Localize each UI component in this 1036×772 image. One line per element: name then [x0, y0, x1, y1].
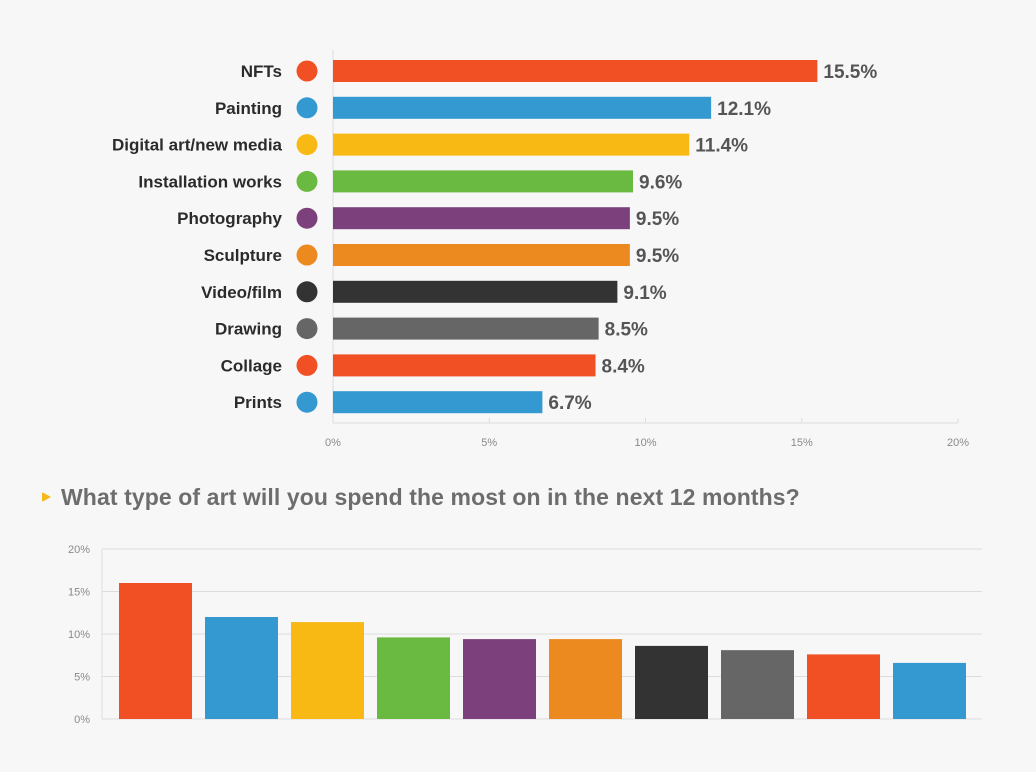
bar: [333, 96, 712, 119]
category-dot: [296, 97, 318, 119]
bar: [549, 639, 622, 719]
value-label: 12.1%: [717, 99, 771, 120]
y-tick-label: 5%: [74, 672, 90, 684]
bar: [119, 583, 192, 719]
vertical-bar-chart: 0% 5% 10% 15% 20%: [68, 544, 982, 726]
value-label: 9.6%: [639, 172, 682, 193]
bar: [635, 645, 708, 719]
bar: [807, 654, 880, 719]
bar: [333, 354, 596, 377]
y-tick-label: 0%: [74, 714, 90, 726]
bar: [333, 170, 633, 193]
category-dot: [296, 134, 318, 156]
bar: [333, 280, 618, 303]
category-label: Digital art/new media: [112, 136, 283, 155]
value-label: 6.7%: [548, 393, 591, 414]
value-label: 9.5%: [636, 209, 679, 230]
value-label: 15.5%: [823, 62, 877, 83]
question-text: What type of art will you spend the most…: [61, 483, 800, 510]
bar: [291, 622, 364, 719]
category-dot: [296, 318, 318, 340]
category-dot: [296, 244, 318, 266]
bar: [333, 391, 543, 414]
play-arrow-icon: [42, 492, 51, 502]
horizontal-bar-chart: 0% 5% 10% 15% 20% NFTs 15.5% Painting 12.1% Digit…: [112, 50, 969, 449]
category-label: Installation works: [138, 172, 282, 191]
category-dot: [296, 207, 318, 229]
value-label: 11.4%: [695, 136, 748, 157]
x-tick-label: 0%: [325, 437, 341, 449]
y-tick-label: 15%: [68, 587, 90, 599]
bar: [333, 317, 599, 340]
category-label: Collage: [221, 356, 282, 375]
bar: [333, 244, 630, 266]
y-tick-label: 10%: [68, 629, 90, 641]
category-dot: [296, 170, 318, 192]
category-label: Sculpture: [204, 246, 282, 265]
x-tick-label: 10%: [634, 437, 656, 449]
value-label: 9.1%: [623, 283, 666, 304]
bar: [721, 650, 794, 719]
category-dot: [296, 281, 318, 303]
category-dot: [296, 60, 318, 82]
value-label: 8.4%: [602, 356, 645, 377]
category-label: Video/film: [201, 283, 282, 302]
value-label: 8.5%: [605, 320, 648, 341]
category-label: Photography: [177, 209, 282, 228]
category-label: Painting: [215, 99, 282, 118]
bar: [377, 637, 450, 719]
bar: [205, 617, 278, 719]
category-label: Prints: [234, 393, 282, 412]
bar: [333, 207, 630, 230]
bar: [333, 133, 690, 156]
category-label: NFTs: [241, 62, 282, 81]
bar: [463, 639, 536, 719]
x-tick-label: 20%: [947, 437, 969, 449]
category-dot: [296, 391, 318, 413]
question-heading: What type of art will you spend the most…: [42, 482, 800, 512]
value-label: 9.5%: [636, 246, 679, 267]
category-label: Drawing: [215, 320, 282, 339]
x-tick-label: 5%: [481, 437, 497, 449]
y-tick-label: 20%: [68, 544, 90, 556]
category-dot: [296, 354, 318, 376]
bar: [893, 662, 966, 719]
x-tick-label: 15%: [791, 437, 813, 449]
bar: [333, 60, 818, 82]
